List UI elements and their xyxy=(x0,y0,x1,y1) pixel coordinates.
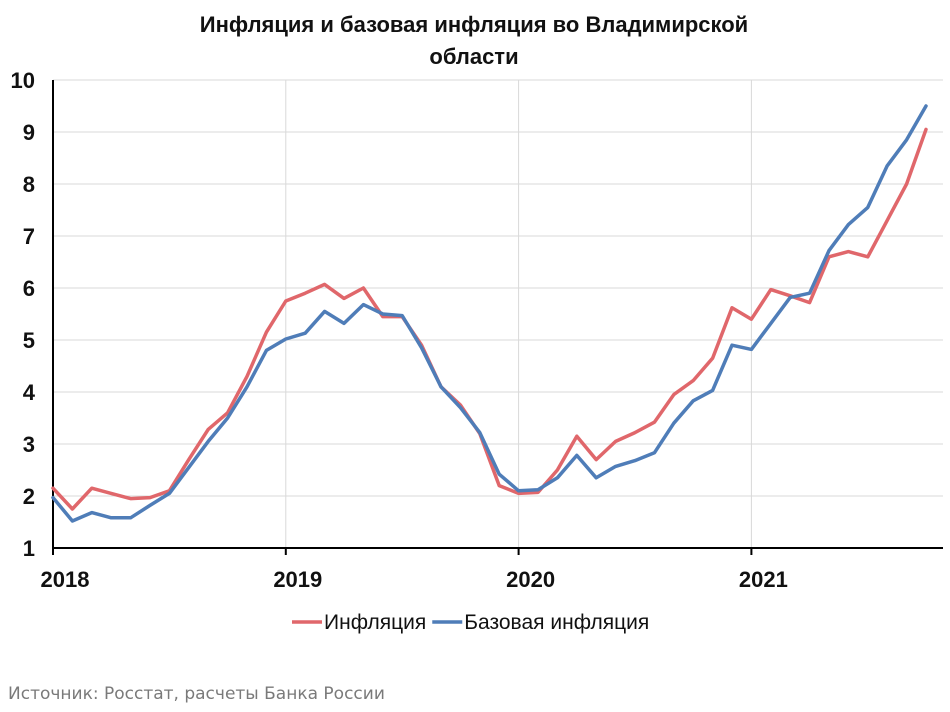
y-tick-label: 6 xyxy=(23,276,35,301)
y-tick-label: 3 xyxy=(23,432,35,457)
series-line-2 xyxy=(51,104,928,523)
y-tick-label: 10 xyxy=(11,68,35,93)
chart-title-line-2: области xyxy=(429,44,518,69)
chart-title-line-1: Инфляция и базовая инфляция во Владимирс… xyxy=(200,12,748,37)
y-axis-ticks: 1 2 3 4 5 6 7 8 9 10 xyxy=(11,68,36,561)
chart-title: Инфляция и базовая инфляция во Владимирс… xyxy=(200,12,748,69)
y-tick-label: 4 xyxy=(23,380,36,405)
y-tick-label: 2 xyxy=(23,484,35,509)
y-tick-label: 7 xyxy=(23,224,35,249)
legend: Инфляция Базовая инфляция xyxy=(292,611,649,634)
source-note: Источник: Росстат, расчеты Банка России xyxy=(8,684,385,704)
x-tick-label: 2018 xyxy=(41,567,90,592)
y-tick-label: 5 xyxy=(23,328,35,353)
y-tick-label: 8 xyxy=(23,172,35,197)
axes xyxy=(52,80,943,555)
series-line-1 xyxy=(51,127,928,511)
series-lines xyxy=(51,104,928,523)
x-tick-label: 2020 xyxy=(506,567,555,592)
y-tick-label: 1 xyxy=(23,536,35,561)
x-tick-label: 2021 xyxy=(739,567,788,592)
y-tick-label: 9 xyxy=(23,120,35,145)
legend-label-2: Базовая инфляция xyxy=(464,611,649,634)
x-tick-label: 2019 xyxy=(273,567,322,592)
gridlines xyxy=(53,79,943,548)
x-axis-ticks: 2018 2019 2020 2021 xyxy=(41,567,788,592)
legend-label-1: Инфляция xyxy=(324,611,426,634)
